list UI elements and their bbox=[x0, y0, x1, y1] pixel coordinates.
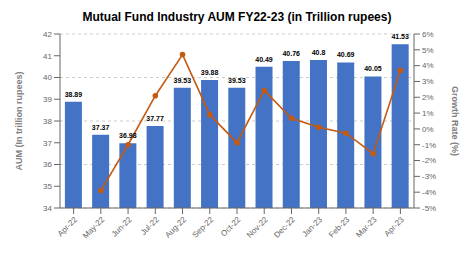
svg-text:39.53: 39.53 bbox=[174, 77, 192, 84]
svg-text:Jan-23: Jan-23 bbox=[300, 215, 324, 239]
svg-text:Apr-22: Apr-22 bbox=[56, 215, 80, 239]
svg-text:41: 41 bbox=[43, 52, 52, 61]
svg-text:Jul-22: Jul-22 bbox=[139, 215, 161, 237]
svg-text:42: 42 bbox=[43, 30, 52, 39]
svg-text:Sep-22: Sep-22 bbox=[191, 215, 216, 240]
svg-text:35: 35 bbox=[43, 182, 52, 191]
svg-text:34: 34 bbox=[43, 204, 52, 213]
svg-text:Growth Rate (%): Growth Rate (%) bbox=[450, 86, 460, 156]
svg-text:Feb-23: Feb-23 bbox=[327, 215, 352, 240]
svg-text:-4%: -4% bbox=[422, 188, 436, 197]
svg-text:Aug-22: Aug-22 bbox=[163, 215, 188, 240]
svg-text:May-22: May-22 bbox=[81, 215, 107, 241]
svg-text:2%: 2% bbox=[422, 93, 434, 102]
svg-text:3%: 3% bbox=[422, 77, 434, 86]
svg-text:6%: 6% bbox=[422, 30, 434, 39]
svg-text:40.49: 40.49 bbox=[255, 56, 273, 63]
svg-text:Jun-22: Jun-22 bbox=[110, 215, 134, 239]
svg-text:0%: 0% bbox=[422, 125, 434, 134]
svg-text:40.8: 40.8 bbox=[312, 49, 326, 56]
svg-text:5%: 5% bbox=[422, 46, 434, 55]
svg-text:36: 36 bbox=[43, 160, 52, 169]
svg-text:Dec-22: Dec-22 bbox=[272, 215, 297, 240]
svg-text:37: 37 bbox=[43, 139, 52, 148]
svg-text:Oct-22: Oct-22 bbox=[219, 215, 243, 239]
svg-text:Apr-23: Apr-23 bbox=[382, 215, 406, 239]
svg-text:-5%: -5% bbox=[422, 204, 436, 213]
svg-text:1%: 1% bbox=[422, 109, 434, 118]
html-text:Mutual Fund Industry AUM FY22-: Mutual Fund Industry AUM FY22-23 (in Tri… bbox=[82, 10, 392, 24]
svg-text:39.88: 39.88 bbox=[201, 69, 219, 76]
svg-text:AUM (In trillion rupees): AUM (In trillion rupees) bbox=[14, 71, 24, 170]
svg-text:37.77: 37.77 bbox=[146, 115, 164, 122]
svg-text:39: 39 bbox=[43, 95, 52, 104]
svg-text:41.53: 41.53 bbox=[391, 33, 409, 40]
svg-text:40: 40 bbox=[43, 73, 52, 82]
svg-text:40.69: 40.69 bbox=[337, 51, 355, 58]
svg-text:38.89: 38.89 bbox=[65, 91, 83, 98]
svg-text:38: 38 bbox=[43, 117, 52, 126]
svg-text:Nov-22: Nov-22 bbox=[245, 215, 270, 240]
svg-text:40.05: 40.05 bbox=[364, 65, 382, 72]
svg-text:36.98: 36.98 bbox=[119, 132, 137, 139]
svg-text:Mar-23: Mar-23 bbox=[354, 215, 379, 240]
svg-text:39.53: 39.53 bbox=[228, 77, 246, 84]
svg-text:-1%: -1% bbox=[422, 141, 436, 150]
svg-text:-2%: -2% bbox=[422, 156, 436, 165]
svg-text:4%: 4% bbox=[422, 61, 434, 70]
svg-text:-3%: -3% bbox=[422, 172, 436, 181]
svg-text:40.76: 40.76 bbox=[282, 50, 300, 57]
svg-text:37.37: 37.37 bbox=[92, 124, 110, 131]
